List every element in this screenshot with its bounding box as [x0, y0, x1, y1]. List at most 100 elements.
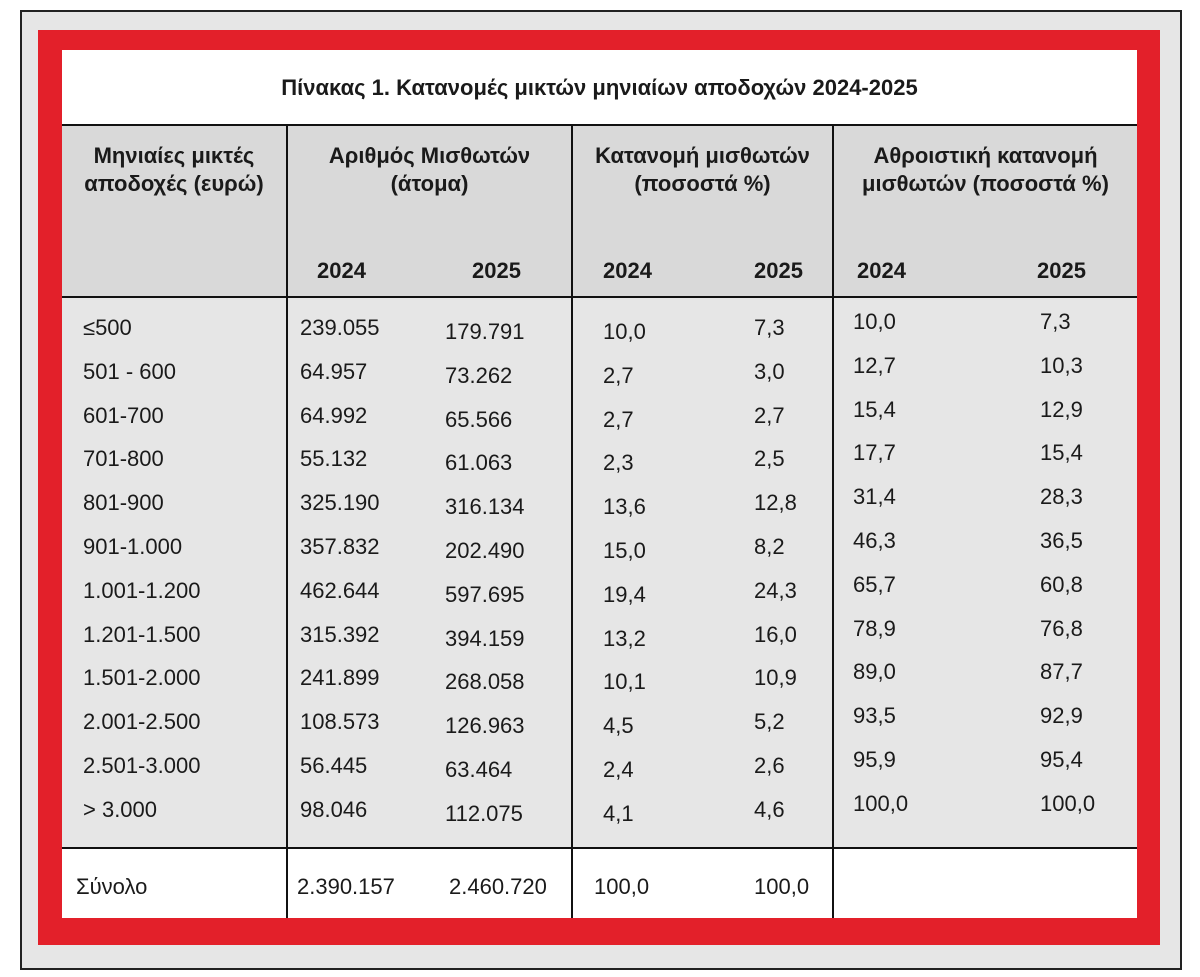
- table-title: Πίνακας 1. Κατανομές μικτών μηνιαίων απο…: [281, 75, 918, 100]
- cell: 316.134: [445, 494, 525, 520]
- total-cell: 100,0: [594, 874, 650, 899]
- total-cell: 2.460.720: [449, 874, 547, 899]
- year-header: 2025: [754, 258, 803, 283]
- cell: 15,0: [603, 538, 646, 563]
- cell: 239.055: [300, 315, 380, 340]
- total-row: [62, 848, 1137, 918]
- cell: 2,5: [754, 446, 785, 472]
- cell: 31,4: [853, 484, 896, 510]
- year-header: 2024: [857, 258, 906, 283]
- cell: 4,5: [603, 713, 634, 739]
- total-label: Σύνολο: [76, 874, 148, 899]
- cell: 98.046: [300, 796, 368, 822]
- cell: 55.132: [300, 446, 368, 472]
- cell: 65.566: [445, 406, 513, 432]
- cell: 126.963: [445, 713, 525, 739]
- cell: 597.695: [445, 581, 525, 607]
- title-row: [62, 50, 1137, 125]
- cell: 87,7: [1040, 659, 1083, 685]
- cell: 17,7: [853, 440, 896, 466]
- cell: 10,0: [603, 319, 646, 344]
- cell: 95,4: [1040, 747, 1083, 772]
- row-label: 701-800: [83, 446, 164, 472]
- row-label: 801-900: [83, 490, 164, 516]
- cell: 2,4: [603, 757, 634, 782]
- body-rows: [62, 297, 1137, 848]
- total-cell: 2.390.157: [297, 874, 395, 899]
- cell: 13,6: [603, 494, 646, 520]
- cell: 15,4: [853, 396, 896, 422]
- row-label: 2.501-3.000: [83, 753, 201, 778]
- table: Πίνακας 1. Κατανομές μικτών μηνιαίων απο…: [62, 50, 1137, 918]
- column-header: Κατανομή μισθωτών (ποσοστά %): [595, 143, 810, 196]
- cell: 2,7: [603, 362, 634, 388]
- cell: 4,6: [754, 796, 785, 822]
- cell: 10,0: [853, 309, 896, 334]
- row-label: > 3.000: [83, 796, 158, 822]
- rule: [62, 296, 1137, 298]
- cell: 179.791: [445, 319, 525, 344]
- cell: 73.262: [445, 362, 513, 388]
- cell: 12,8: [754, 490, 797, 516]
- row-label: 2.001-2.500: [83, 709, 201, 735]
- rule: [62, 847, 1137, 849]
- cell: 13,2: [603, 625, 646, 651]
- cell: 46,3: [853, 528, 896, 553]
- total-cell: 100,0: [754, 874, 810, 899]
- column-header: Μηνιαίες μικτές αποδοχές (ευρώ): [84, 143, 264, 196]
- year-header: 2024: [603, 258, 652, 283]
- cell: 108.573: [300, 709, 380, 735]
- cell: 325.190: [300, 490, 380, 516]
- cell: 24,3: [754, 577, 797, 603]
- cell: 78,9: [853, 615, 896, 641]
- cell: 19,4: [603, 581, 646, 607]
- cell: 394.159: [445, 625, 525, 651]
- cell: 64.957: [300, 358, 368, 384]
- cell: 2,7: [754, 402, 785, 428]
- cell: 100,0: [853, 790, 909, 816]
- cell: 56.445: [300, 753, 368, 778]
- cell: 5,2: [754, 709, 785, 735]
- cell: 10,3: [1040, 352, 1083, 378]
- cell: 3,0: [754, 358, 785, 384]
- year-header: 2025: [472, 258, 521, 283]
- cell: 357.832: [300, 534, 380, 559]
- cell: 28,3: [1040, 484, 1083, 510]
- cell: 112.075: [445, 800, 523, 826]
- cell: 63.464: [445, 757, 513, 782]
- cell: 202.490: [445, 538, 525, 563]
- cell: 100,0: [1040, 790, 1096, 816]
- cell: 12,7: [853, 352, 896, 378]
- cell: 36,5: [1040, 528, 1083, 553]
- cell: 89,0: [853, 659, 896, 685]
- cell: 7,3: [1040, 309, 1071, 334]
- column-header: Αθροιστική κατανομή μισθωτών (ποσοστά %): [862, 143, 1109, 196]
- rule: [832, 125, 834, 918]
- cell: 7,3: [754, 315, 785, 340]
- row-label: 1.501-2.000: [83, 665, 201, 691]
- cell: 93,5: [853, 703, 896, 729]
- cell: 64.992: [300, 402, 368, 428]
- row-label: 501 - 600: [83, 358, 176, 384]
- year-header: 2025: [1037, 258, 1086, 283]
- cell: 462.644: [300, 577, 380, 603]
- cell: 241.899: [300, 665, 380, 691]
- row-label: 601-700: [83, 402, 164, 428]
- rule: [62, 124, 1137, 126]
- header-row: [62, 125, 1137, 297]
- rule: [571, 125, 573, 918]
- cell: 10,9: [754, 665, 797, 691]
- cell: 2,7: [603, 406, 634, 432]
- column-header: Αριθμός Μισθωτών (άτομα): [328, 143, 531, 196]
- cell: 92,9: [1040, 703, 1083, 729]
- cell: 60,8: [1040, 571, 1083, 597]
- cell: 61.063: [445, 450, 513, 476]
- cell: 15,4: [1040, 440, 1083, 466]
- cell: 65,7: [853, 571, 896, 597]
- cell: 4,1: [603, 800, 634, 826]
- year-header: 2024: [317, 258, 366, 283]
- row-label: 1.001-1.200: [83, 577, 201, 603]
- cell: 315.392: [300, 621, 380, 647]
- rule: [286, 125, 288, 918]
- cell: 268.058: [445, 669, 525, 695]
